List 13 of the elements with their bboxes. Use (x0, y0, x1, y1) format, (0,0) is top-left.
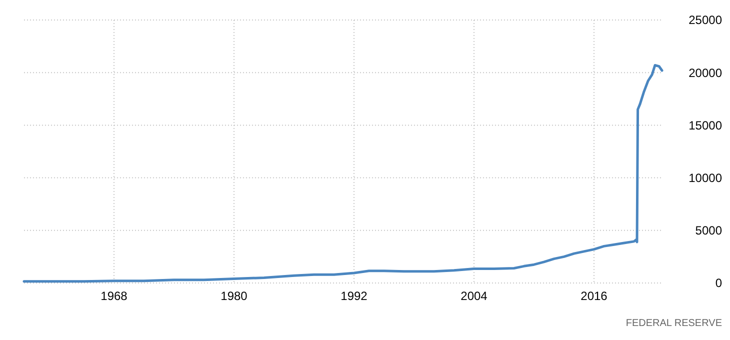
line-series (22, 64, 664, 283)
x-tick-label: 2016 (580, 289, 608, 303)
y-tick-label: 0 (715, 276, 722, 290)
x-tick-label: 2004 (460, 289, 488, 303)
y-tick-label: 5000 (695, 224, 722, 238)
y-tick-label: 15000 (688, 118, 722, 132)
y-tick-label: 25000 (688, 13, 722, 28)
x-tick-label: 1968 (100, 289, 128, 303)
text: FEDERAL RESERVE (626, 318, 722, 329)
x-tick-label: 1992 (340, 289, 368, 303)
x-tick-label: 1980 (220, 289, 248, 303)
y-tick-label: 20000 (688, 66, 722, 80)
y-tick-label: 10000 (688, 171, 722, 185)
